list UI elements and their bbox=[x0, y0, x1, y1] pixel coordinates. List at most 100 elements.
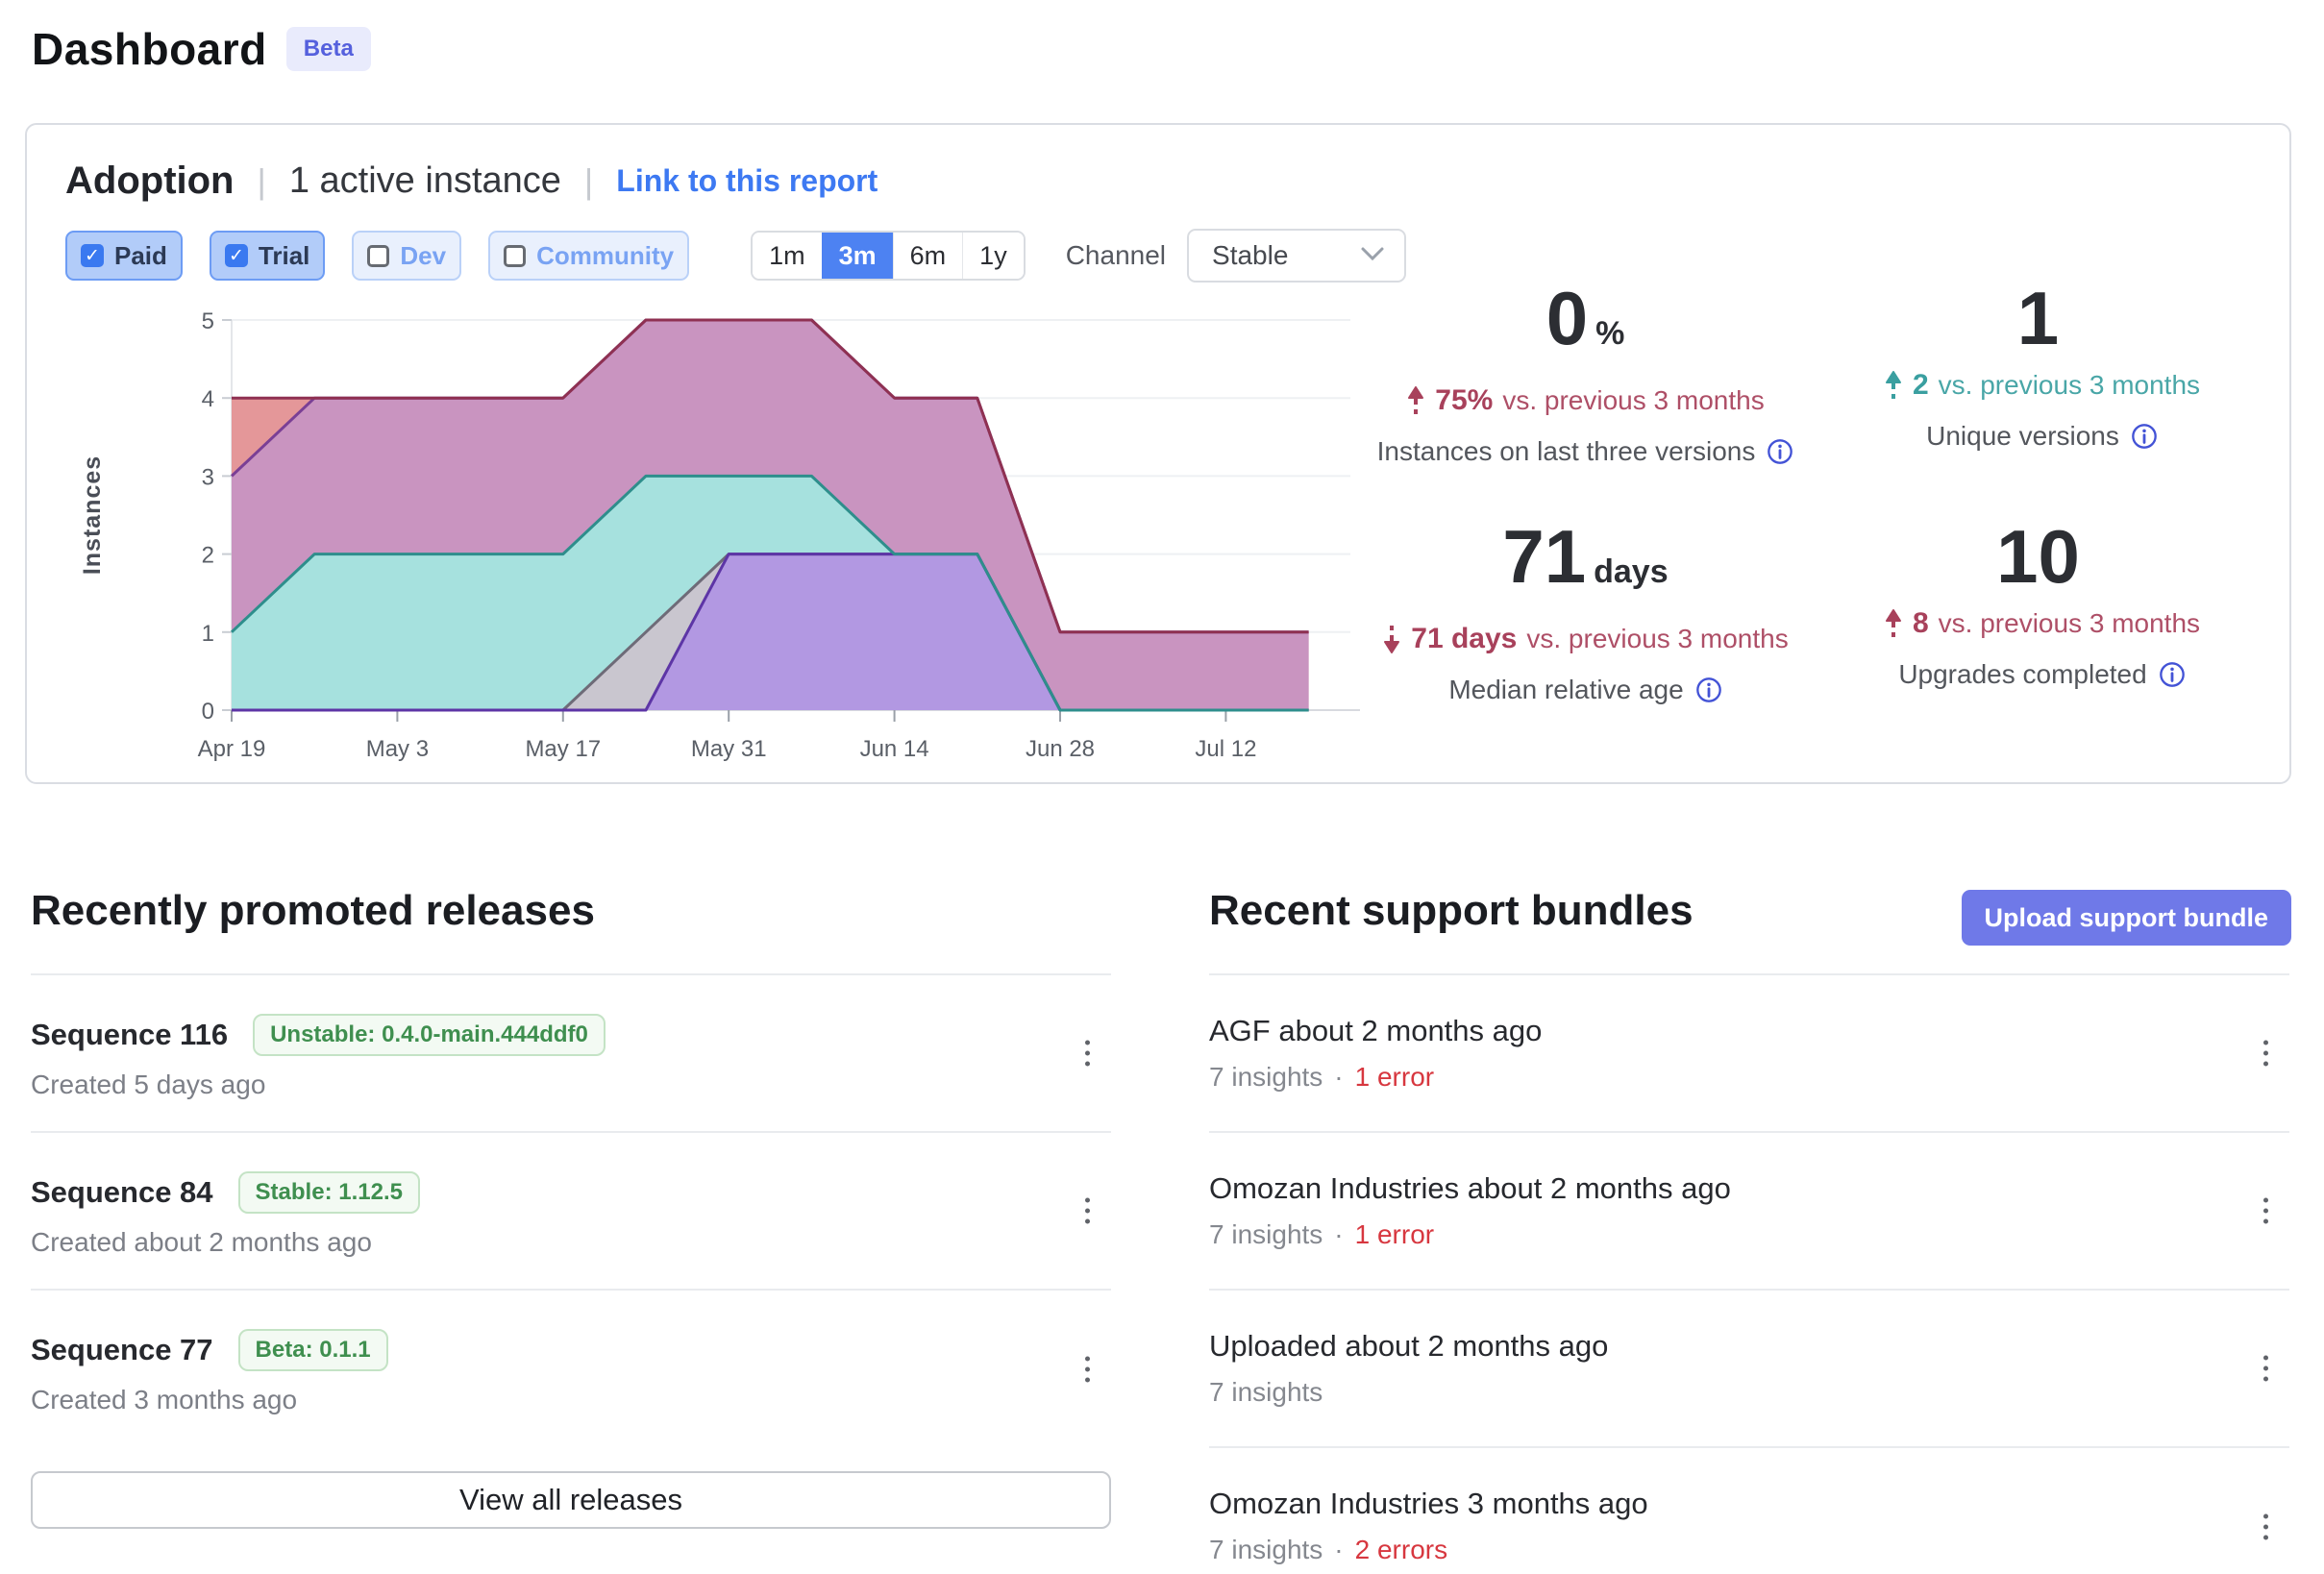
svg-text:Jun 14: Jun 14 bbox=[860, 736, 929, 762]
releases-list: Sequence 116 Unstable: 0.4.0-main.444ddf… bbox=[31, 973, 1111, 1529]
svg-text:3: 3 bbox=[202, 464, 214, 490]
filter-chip-trial[interactable]: Trial bbox=[209, 231, 326, 281]
kebab-menu-icon bbox=[2263, 1355, 2268, 1382]
info-icon[interactable] bbox=[2159, 661, 2186, 688]
filter-chip-paid[interactable]: Paid bbox=[65, 231, 183, 281]
stat-upgrades-completed: 10 8 vs. previous 3 months Upgrades comp… bbox=[1814, 519, 2270, 757]
filter-chip-community[interactable]: Community bbox=[488, 231, 690, 281]
bundle-insights: 7 insights bbox=[1209, 1377, 1323, 1407]
svg-text:4: 4 bbox=[202, 386, 214, 412]
dot-separator: · bbox=[1334, 1535, 1344, 1564]
svg-text:May 17: May 17 bbox=[525, 736, 601, 762]
delta-arrow-icon bbox=[1382, 624, 1401, 654]
stat-label: Upgrades completed bbox=[1898, 659, 2185, 690]
release-menu-button[interactable] bbox=[1077, 1033, 1098, 1074]
stat-delta: 75% vs. previous 3 months bbox=[1406, 384, 1765, 417]
kebab-menu-icon bbox=[1085, 1197, 1090, 1224]
adoption-area-chart[interactable]: 0 1 2 3 4 5 Apr 19 May 3 May 17 May 31 Jun 14 Jun 2… bbox=[60, 305, 1386, 771]
svg-text:Instances: Instances bbox=[79, 455, 106, 575]
link-to-report[interactable]: Link to this report bbox=[616, 163, 878, 198]
release-version-badge: Beta: 0.1.1 bbox=[237, 1329, 388, 1371]
bundle-errors: 1 error bbox=[1354, 1062, 1435, 1092]
release-row: Sequence 84 Stable: 1.12.5 Created about… bbox=[31, 1133, 1111, 1291]
release-created: Created 3 months ago bbox=[31, 1385, 298, 1414]
delta-arrow-icon bbox=[1406, 385, 1425, 416]
bundles-heading: Recent support bundles bbox=[1209, 887, 1694, 934]
range-1y[interactable]: 1y bbox=[962, 233, 1024, 279]
svg-text:May 3: May 3 bbox=[366, 736, 429, 762]
active-instance-count: 1 active instance bbox=[288, 160, 561, 201]
filter-chip-label: Paid bbox=[114, 240, 167, 270]
bundle-menu-button[interactable] bbox=[2256, 1507, 2276, 1548]
bundle-row: Omozan Industries 3 months ago 7 insight… bbox=[1209, 1448, 2289, 1574]
release-menu-button[interactable] bbox=[1077, 1349, 1098, 1390]
filter-chip-label: Community bbox=[536, 240, 675, 270]
page-header: Dashboard Beta bbox=[32, 23, 371, 75]
bundle-insights: 7 insights bbox=[1209, 1219, 1323, 1249]
stat-value: 71 days bbox=[1502, 514, 1669, 599]
release-version-badge: Unstable: 0.4.0-main.444ddf0 bbox=[253, 1014, 606, 1056]
channel-select[interactable]: Stable bbox=[1187, 229, 1407, 283]
kebab-menu-icon bbox=[2263, 1513, 2268, 1540]
range-3m[interactable]: 3m bbox=[821, 233, 893, 279]
filter-chip-dev[interactable]: Dev bbox=[352, 231, 462, 281]
checkbox-icon bbox=[367, 244, 390, 267]
bundle-title: Omozan Industries 3 months ago bbox=[1209, 1487, 1648, 1520]
bundle-row: AGF about 2 months ago 7 insights · 1 er… bbox=[1209, 975, 2289, 1133]
stat-delta: 71 days vs. previous 3 months bbox=[1382, 623, 1789, 655]
release-menu-button[interactable] bbox=[1077, 1191, 1098, 1232]
bundle-menu-button[interactable] bbox=[2256, 1348, 2276, 1390]
kebab-menu-icon bbox=[1085, 1040, 1090, 1067]
stat-median-relative-age: 71 days 71 days vs. previous 3 months Me… bbox=[1357, 519, 1814, 757]
beta-badge: Beta bbox=[285, 27, 371, 71]
bundles-list: AGF about 2 months ago 7 insights · 1 er… bbox=[1209, 973, 2289, 1574]
release-title: Sequence 84 bbox=[31, 1175, 213, 1209]
chevron-down-icon bbox=[1360, 246, 1385, 266]
filter-chip-label: Dev bbox=[400, 240, 447, 270]
separator: | bbox=[583, 160, 594, 201]
kebab-menu-icon bbox=[2263, 1197, 2268, 1224]
bundle-menu-button[interactable] bbox=[2256, 1033, 2276, 1074]
release-version-badge: Stable: 1.12.5 bbox=[237, 1171, 420, 1214]
bundle-errors: 1 error bbox=[1354, 1219, 1435, 1249]
view-all-releases-button[interactable]: View all releases bbox=[31, 1471, 1111, 1529]
svg-text:Apr 19: Apr 19 bbox=[198, 736, 266, 762]
stat-label: Median relative age bbox=[1448, 675, 1721, 705]
bundle-errors: 2 errors bbox=[1354, 1535, 1448, 1564]
channel-selected-value: Stable bbox=[1212, 240, 1289, 270]
page-title: Dashboard bbox=[32, 24, 267, 74]
stat-value: 10 bbox=[1996, 514, 2080, 599]
adoption-card-header: Adoption | 1 active instance | Link to t… bbox=[65, 160, 878, 203]
delta-arrow-icon bbox=[1884, 608, 1903, 639]
info-icon[interactable] bbox=[2131, 423, 2158, 450]
stat-unique-versions: 1 2 vs. previous 3 months Unique version… bbox=[1814, 281, 2270, 519]
bundle-row: Uploaded about 2 months ago 7 insights bbox=[1209, 1291, 2289, 1448]
info-icon[interactable] bbox=[1695, 676, 1722, 703]
range-1m[interactable]: 1m bbox=[753, 233, 822, 279]
release-created: Created about 2 months ago bbox=[31, 1227, 372, 1257]
separator: | bbox=[257, 160, 266, 201]
checkbox-icon bbox=[81, 244, 104, 267]
adoption-stats: 0 % 75% vs. previous 3 months Instances … bbox=[1357, 281, 2270, 757]
bundle-title: Uploaded about 2 months ago bbox=[1209, 1329, 1609, 1363]
stat-delta: 8 vs. previous 3 months bbox=[1884, 607, 2200, 640]
adoption-card: Adoption | 1 active instance | Link to t… bbox=[25, 123, 2291, 784]
release-title: Sequence 77 bbox=[31, 1333, 213, 1366]
dot-separator: · bbox=[1334, 1062, 1344, 1092]
range-6m[interactable]: 6m bbox=[892, 233, 963, 279]
bundle-insights: 7 insights bbox=[1209, 1535, 1323, 1564]
svg-text:5: 5 bbox=[202, 308, 214, 334]
upload-support-bundle-button[interactable]: Upload support bundle bbox=[1961, 890, 2291, 946]
info-icon[interactable] bbox=[1767, 438, 1793, 465]
svg-text:2: 2 bbox=[202, 543, 214, 569]
checkbox-icon bbox=[224, 244, 248, 267]
svg-text:0: 0 bbox=[202, 699, 214, 725]
bundle-menu-button[interactable] bbox=[2256, 1191, 2276, 1232]
stat-delta: 2 vs. previous 3 months bbox=[1884, 369, 2200, 402]
kebab-menu-icon bbox=[2263, 1040, 2268, 1067]
svg-text:Jun 28: Jun 28 bbox=[1026, 736, 1095, 762]
svg-text:May 31: May 31 bbox=[691, 736, 767, 762]
releases-heading: Recently promoted releases bbox=[31, 887, 595, 934]
dot-separator: · bbox=[1334, 1219, 1344, 1249]
